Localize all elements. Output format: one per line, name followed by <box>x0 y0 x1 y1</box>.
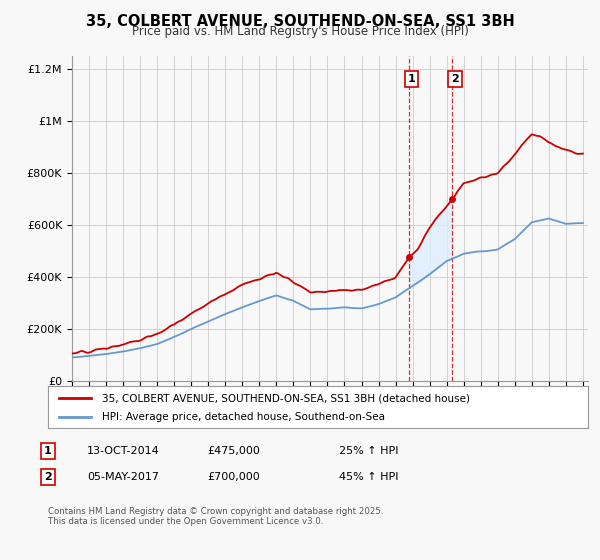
Text: £475,000: £475,000 <box>207 446 260 456</box>
Text: 1: 1 <box>407 74 415 84</box>
Text: Contains HM Land Registry data © Crown copyright and database right 2025.
This d: Contains HM Land Registry data © Crown c… <box>48 507 383 526</box>
Text: Price paid vs. HM Land Registry's House Price Index (HPI): Price paid vs. HM Land Registry's House … <box>131 25 469 38</box>
Text: 25% ↑ HPI: 25% ↑ HPI <box>339 446 398 456</box>
Text: 2: 2 <box>451 74 459 84</box>
Text: £700,000: £700,000 <box>207 472 260 482</box>
Text: 35, COLBERT AVENUE, SOUTHEND-ON-SEA, SS1 3BH (detached house): 35, COLBERT AVENUE, SOUTHEND-ON-SEA, SS1… <box>102 393 470 403</box>
Text: 35, COLBERT AVENUE, SOUTHEND-ON-SEA, SS1 3BH: 35, COLBERT AVENUE, SOUTHEND-ON-SEA, SS1… <box>86 14 514 29</box>
Text: HPI: Average price, detached house, Southend-on-Sea: HPI: Average price, detached house, Sout… <box>102 412 385 422</box>
Text: 13-OCT-2014: 13-OCT-2014 <box>87 446 160 456</box>
Text: 2: 2 <box>44 472 52 482</box>
Text: 05-MAY-2017: 05-MAY-2017 <box>87 472 159 482</box>
Text: 1: 1 <box>44 446 52 456</box>
Text: 45% ↑ HPI: 45% ↑ HPI <box>339 472 398 482</box>
